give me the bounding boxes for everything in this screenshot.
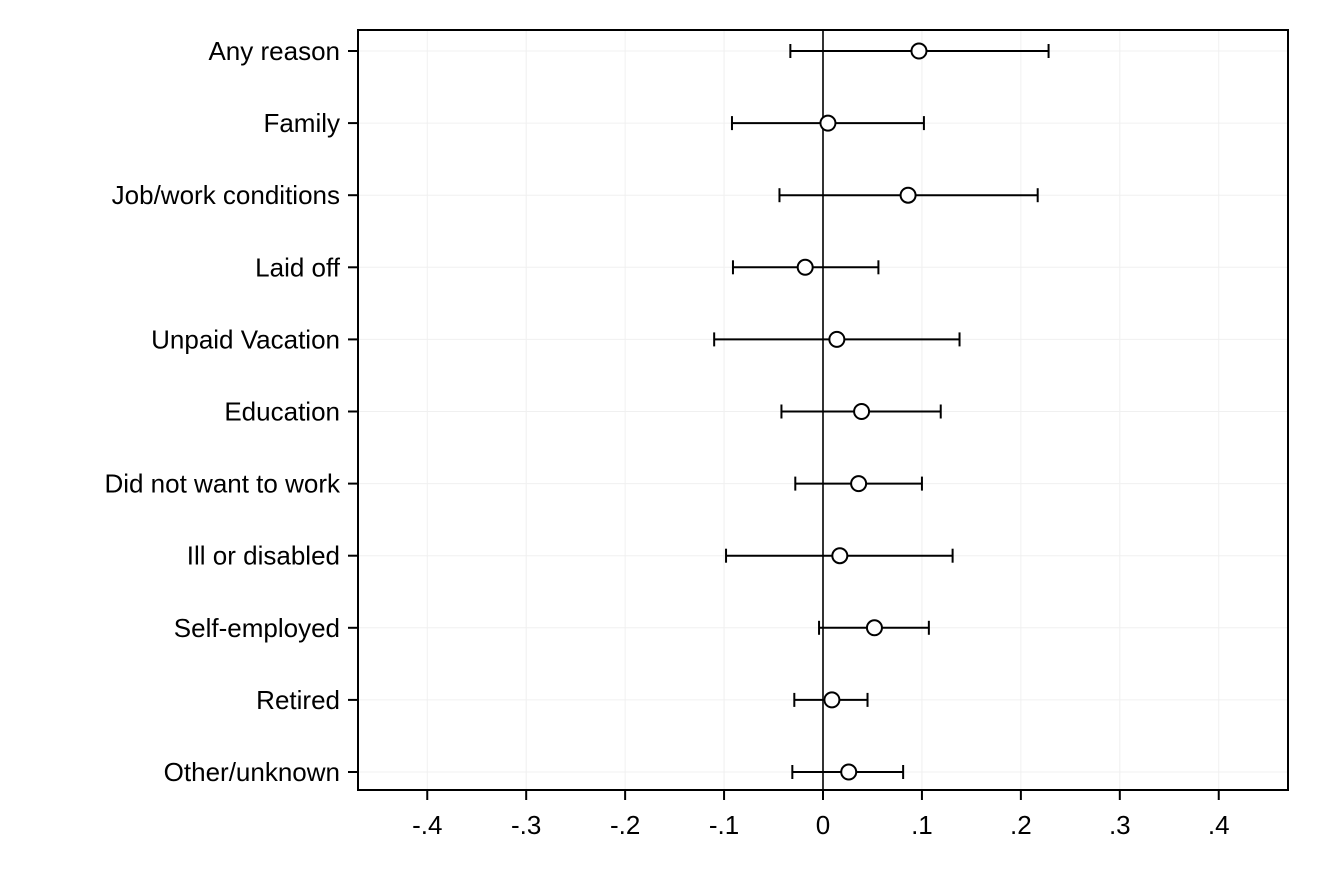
- estimate-row: [794, 475, 923, 493]
- category-label: Education: [224, 397, 340, 427]
- x-tick-label: -.1: [709, 810, 739, 840]
- point-estimate: [910, 42, 928, 60]
- x-axis: -.4 -.3 -.2 -.1 0 .1 .2 .3 .4: [412, 790, 1230, 840]
- x-tick-label: -.2: [610, 810, 640, 840]
- point-estimate: [865, 619, 883, 637]
- point-estimate: [819, 114, 837, 132]
- category-label: Other/unknown: [164, 757, 340, 787]
- x-tick-label: .1: [911, 810, 933, 840]
- x-tick-label: -.4: [412, 810, 442, 840]
- x-tick-label: .3: [1109, 810, 1131, 840]
- data-marks: [713, 42, 1050, 781]
- x-tick-label: .2: [1010, 810, 1032, 840]
- category-label: Any reason: [208, 36, 340, 66]
- point-estimate: [831, 547, 849, 565]
- x-tick-label: -.3: [511, 810, 541, 840]
- estimate-row: [780, 403, 942, 420]
- estimate-row: [778, 186, 1039, 204]
- category-label: Did not want to work: [104, 469, 341, 499]
- x-tick-label: 0: [816, 810, 830, 840]
- point-estimate: [828, 330, 846, 348]
- category-label: Laid off: [255, 252, 341, 282]
- point-estimate: [899, 186, 917, 204]
- category-label: Ill or disabled: [187, 541, 340, 571]
- estimate-row: [713, 330, 961, 348]
- category-label: Unpaid Vacation: [151, 324, 340, 354]
- estimate-row: [789, 42, 1050, 60]
- estimate-row: [731, 258, 880, 276]
- point-estimate: [840, 763, 858, 781]
- point-estimate: [823, 691, 841, 709]
- point-estimate: [850, 475, 868, 493]
- point-estimate: [853, 403, 871, 420]
- estimate-row: [818, 619, 930, 637]
- estimate-row: [793, 691, 869, 709]
- x-tick-label: .4: [1208, 810, 1230, 840]
- category-label: Job/work conditions: [112, 180, 340, 210]
- category-label: Retired: [256, 685, 340, 715]
- point-estimate: [796, 258, 814, 276]
- estimate-row: [725, 547, 954, 565]
- estimate-row: [730, 114, 925, 132]
- y-axis: Any reason Family Job/work conditions Laid …: [104, 36, 358, 787]
- category-label: Self-employed: [174, 613, 340, 643]
- estimate-row: [791, 763, 905, 781]
- plot-frame: [357, 29, 1289, 791]
- category-label: Family: [263, 108, 340, 138]
